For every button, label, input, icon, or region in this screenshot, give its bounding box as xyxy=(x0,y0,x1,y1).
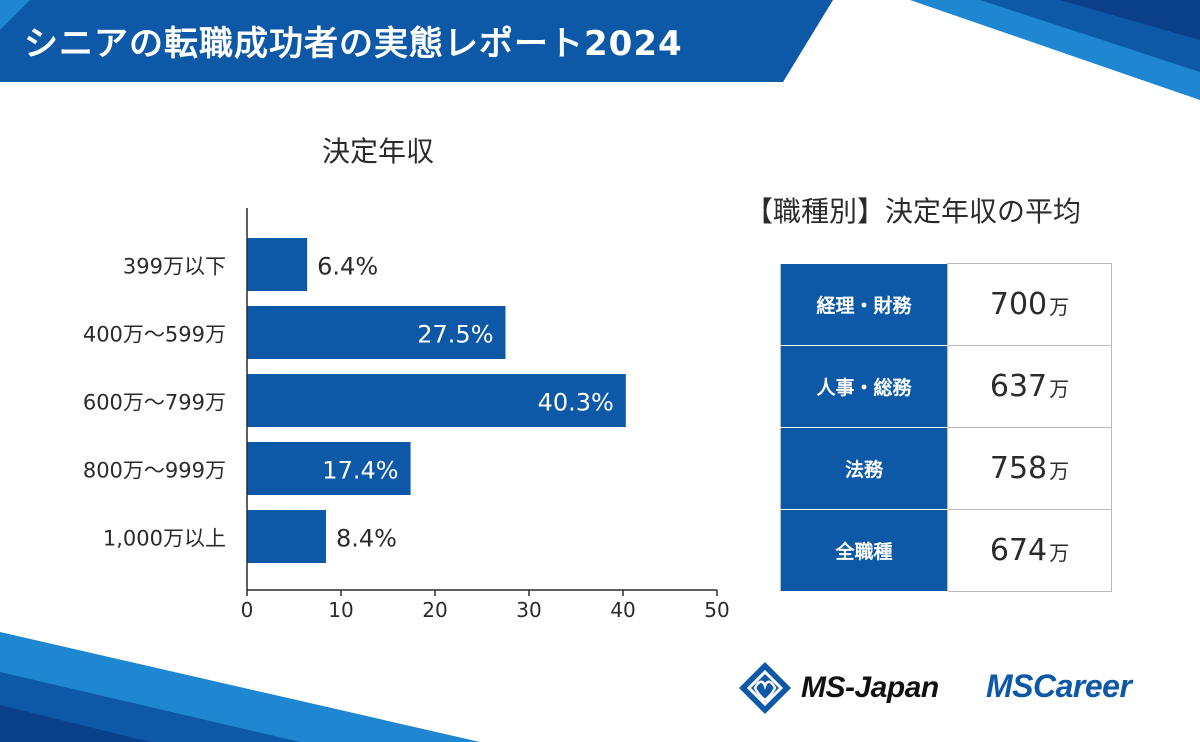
salary-number: 700 xyxy=(989,287,1048,322)
job-label: 全職種 xyxy=(780,509,948,592)
bar xyxy=(247,306,506,359)
x-tick-label: 20 xyxy=(422,598,447,622)
bar xyxy=(247,442,411,495)
job-label: 経理・財務 xyxy=(780,263,948,346)
salary-value: 637 万 xyxy=(947,345,1112,428)
ms-japan-diamond-icon xyxy=(739,662,791,714)
category-label: 800万～999万 xyxy=(83,459,226,483)
bar-chart: 399万以下 6.4% 400万～599万 27.5% 600万～799万 40.3% 80… xyxy=(83,208,730,622)
salary-value: 758 万 xyxy=(947,427,1112,510)
bar xyxy=(247,510,326,563)
data-label: 17.4% xyxy=(322,457,398,485)
salary-unit: 万 xyxy=(1049,459,1070,483)
bar xyxy=(247,238,308,291)
table-row: 全職種 674 万 xyxy=(780,509,1112,592)
x-tick-label: 40 xyxy=(610,598,635,622)
data-label: 6.4% xyxy=(317,253,378,281)
table-row: 人事・総務 637 万 xyxy=(780,345,1112,428)
salary-value: 700 万 xyxy=(947,263,1112,346)
chart-title: 決定年収 xyxy=(322,135,435,168)
salary-number: 758 xyxy=(989,451,1048,486)
salary-unit: 万 xyxy=(1049,541,1070,565)
data-label: 40.3% xyxy=(538,389,614,417)
salary-unit: 万 xyxy=(1049,295,1070,319)
salary-unit: 万 xyxy=(1049,377,1070,401)
x-tick-label: 0 xyxy=(241,598,254,622)
category-label: 1,000万以上 xyxy=(103,527,226,551)
x-tick-label: 10 xyxy=(328,598,353,622)
average-salary-table: 経理・財務 700 万 人事・総務 637 万 法務 758 万 全職種 674 万 xyxy=(780,263,1112,592)
page-title: シニアの転職成功者の実態レポート2024 xyxy=(24,24,683,64)
x-tick-label: 30 xyxy=(516,598,541,622)
bar xyxy=(247,374,626,427)
data-label: 27.5% xyxy=(417,321,493,349)
salary-number: 637 xyxy=(989,369,1048,404)
category-label: 400万～599万 xyxy=(83,323,226,347)
job-label: 法務 xyxy=(780,427,948,510)
salary-number: 674 xyxy=(989,533,1048,568)
category-label: 399万以下 xyxy=(123,255,226,279)
ms-japan-logo: MS-Japan xyxy=(737,658,939,718)
x-tick-label: 50 xyxy=(704,598,729,622)
table-title: 【職種別】決定年収の平均 xyxy=(745,195,1082,228)
ms-career-logo: MSCareer xyxy=(986,668,1132,704)
table-row: 法務 758 万 xyxy=(780,427,1112,510)
ms-japan-text: MS-Japan xyxy=(801,671,939,704)
category-label: 600万～799万 xyxy=(83,391,226,415)
table-row: 経理・財務 700 万 xyxy=(780,263,1112,346)
data-label: 8.4% xyxy=(336,525,397,553)
job-label: 人事・総務 xyxy=(780,345,948,428)
salary-value: 674 万 xyxy=(947,509,1112,592)
